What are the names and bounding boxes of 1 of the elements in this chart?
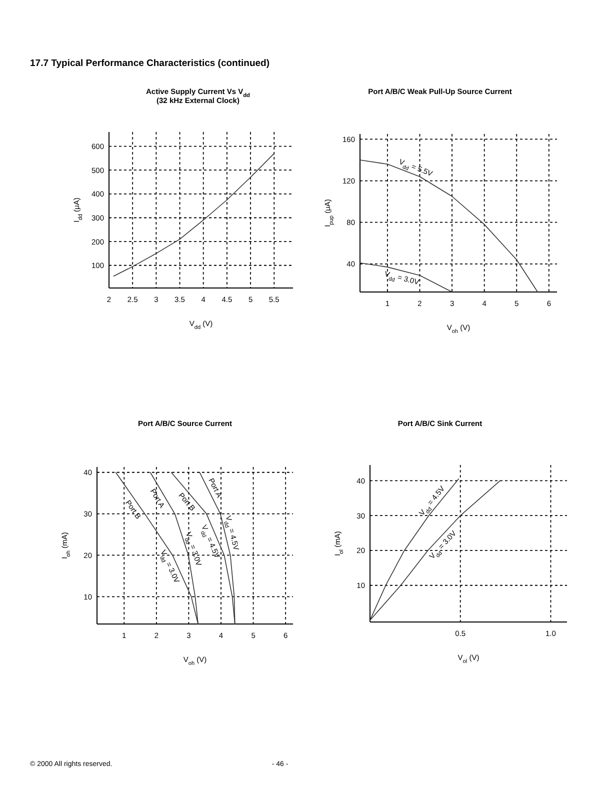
text: 17.7 Typical Performance Characteristics (continued) bbox=[30, 58, 270, 69]
